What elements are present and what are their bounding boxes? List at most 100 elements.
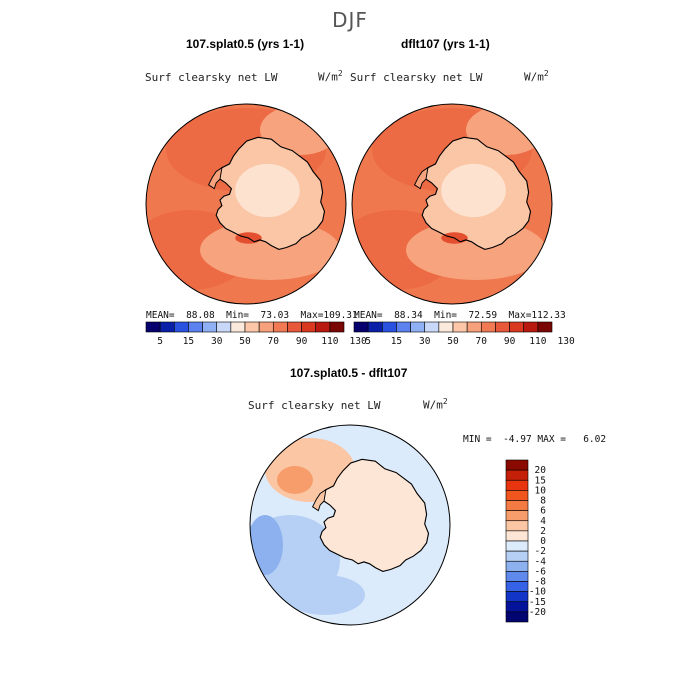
diff-colorbar-swatch bbox=[505, 560, 529, 572]
colorbar-tick-label: 130 bbox=[350, 336, 367, 347]
map-difference bbox=[249, 424, 451, 626]
colorbar-swatch bbox=[329, 321, 345, 333]
colorbar-tick-label: 5 bbox=[365, 336, 371, 347]
colorbar-left: 5 15 30 50 70 90 110 130 bbox=[145, 321, 367, 347]
colorbar-swatch bbox=[287, 321, 302, 333]
stats-right: MEAN= 88.34 Min= 72.59 Max=112.33 bbox=[354, 310, 566, 321]
colorbar-swatch bbox=[410, 321, 426, 333]
colorbar-tick-label: 5 bbox=[157, 336, 163, 347]
diff-panel-title: 107.splat0.5 - dflt107 bbox=[290, 366, 408, 380]
diff-colorbar-swatch bbox=[505, 510, 529, 522]
colorbar-swatch bbox=[466, 321, 482, 333]
diff-colorbar-tick-label: -20 bbox=[529, 607, 546, 618]
colorbar-tick-label: 90 bbox=[296, 336, 308, 347]
diff-colorbar-swatch bbox=[505, 479, 529, 491]
diff-pos-region-2 bbox=[277, 466, 313, 494]
diff-colorbar-tick-label: 6 bbox=[540, 506, 546, 517]
main-title: DJF bbox=[332, 8, 368, 32]
colorbar-swatch bbox=[216, 321, 232, 333]
diff-colorbar-tick-label: 4 bbox=[540, 516, 546, 527]
colorbar-tick-label: 50 bbox=[447, 336, 459, 347]
diff-colorbar-tick-label: 0 bbox=[540, 536, 546, 547]
colorbar-swatch bbox=[523, 321, 539, 333]
units-label-left: W/m2 bbox=[318, 69, 343, 84]
diff-colorbar-swatch bbox=[505, 469, 529, 481]
colorbar-swatch bbox=[353, 321, 369, 333]
colorbar-swatch bbox=[272, 321, 288, 333]
colorbar-swatch bbox=[438, 321, 454, 333]
colorbar-swatch bbox=[244, 321, 260, 333]
colorbar-swatch bbox=[202, 321, 218, 333]
colorbar-swatch bbox=[495, 321, 510, 333]
colorbar-tick-label: 70 bbox=[268, 336, 280, 347]
diff-colorbar-tick-label: 2 bbox=[540, 526, 546, 537]
colorbar-swatch bbox=[230, 321, 246, 333]
diff-colorbar-tick-label: -6 bbox=[535, 566, 547, 577]
plateau-left bbox=[235, 163, 300, 218]
colorbar-swatch bbox=[315, 321, 331, 333]
plateau-right bbox=[441, 163, 506, 218]
colorbar-tick-label: 30 bbox=[419, 336, 431, 347]
colorbar-swatch bbox=[258, 321, 274, 333]
stats-left: MEAN= 88.08 Min= 73.03 Max=109.31 bbox=[146, 310, 358, 321]
diff-colorbar-tick-label: 15 bbox=[535, 475, 546, 486]
diff-colorbar-swatch bbox=[505, 530, 529, 542]
diff-colorbar-swatch bbox=[505, 500, 529, 511]
colorbar-right: 5 15 30 50 70 90 110 130 bbox=[353, 321, 575, 347]
colorbar-swatch bbox=[480, 321, 496, 333]
colorbar-swatch bbox=[509, 321, 525, 333]
colorbar-swatch bbox=[301, 321, 317, 333]
diff-colorbar-tick-label: -4 bbox=[535, 556, 547, 567]
colorbar-tick-label: 15 bbox=[391, 336, 402, 347]
colorbar-swatch bbox=[145, 321, 161, 333]
diff-colorbar-tick-label: -10 bbox=[529, 587, 546, 598]
diff-colorbar-tick-label: -2 bbox=[535, 546, 546, 557]
diff-units-label: W/m2 bbox=[423, 397, 448, 412]
map-right bbox=[351, 103, 553, 305]
diff-colorbar-tick-label: 8 bbox=[540, 496, 546, 507]
diff-colorbar-swatch bbox=[505, 540, 529, 552]
colorbar-swatch bbox=[537, 321, 553, 333]
diff-colorbar-swatch bbox=[505, 581, 529, 592]
diff-colorbar-tick-label: -15 bbox=[529, 597, 546, 608]
diff-colorbar-swatch bbox=[505, 520, 529, 532]
colorbar-swatch bbox=[367, 321, 383, 333]
colorbar-tick-label: 15 bbox=[183, 336, 194, 347]
diff-colorbar-swatch bbox=[505, 550, 529, 562]
colorbar-swatch bbox=[396, 321, 411, 333]
units-label-right: W/m2 bbox=[524, 69, 549, 84]
colorbar-tick-label: 130 bbox=[558, 336, 575, 347]
diff-variable-label: Surf clearsky net LW bbox=[248, 399, 381, 412]
colorbar-swatch bbox=[424, 321, 440, 333]
diff-colorbar-tick-label: -8 bbox=[535, 577, 547, 588]
panel-title-right: dflt107 (yrs 1-1) bbox=[401, 37, 490, 51]
colorbar-tick-label: 110 bbox=[321, 336, 338, 347]
colorbar-tick-label: 30 bbox=[211, 336, 223, 347]
colorbar-swatch bbox=[188, 321, 203, 333]
colorbar-swatch bbox=[173, 321, 189, 333]
diff-neg-region-3 bbox=[285, 575, 365, 615]
diff-colorbar-swatch bbox=[505, 591, 529, 603]
diff-colorbar-swatch bbox=[505, 571, 529, 582]
variable-label-left: Surf clearsky net LW bbox=[145, 71, 278, 84]
variable-label-right: Surf clearsky net LW bbox=[350, 71, 483, 84]
colorbar-swatch bbox=[159, 321, 175, 333]
diff-stats: MIN = -4.97 MAX = 6.02 bbox=[463, 434, 607, 445]
diff-colorbar-tick-label: 10 bbox=[535, 485, 547, 496]
colorbar-swatch bbox=[452, 321, 468, 333]
diff-colorbar-tick-label: 20 bbox=[535, 465, 547, 476]
colorbar-tick-label: 110 bbox=[529, 336, 546, 347]
diff-colorbar-swatch bbox=[505, 611, 529, 623]
diff-colorbar-swatch bbox=[505, 490, 529, 501]
colorbar-swatch bbox=[381, 321, 397, 333]
colorbar-tick-label: 90 bbox=[504, 336, 516, 347]
map-left bbox=[145, 103, 347, 305]
diff-colorbar-swatch bbox=[505, 459, 529, 471]
panel-title-left: 107.splat0.5 (yrs 1-1) bbox=[186, 37, 305, 51]
diff-colorbar-swatch bbox=[505, 601, 529, 613]
colorbar-tick-label: 70 bbox=[476, 336, 488, 347]
colorbar-tick-label: 50 bbox=[239, 336, 251, 347]
